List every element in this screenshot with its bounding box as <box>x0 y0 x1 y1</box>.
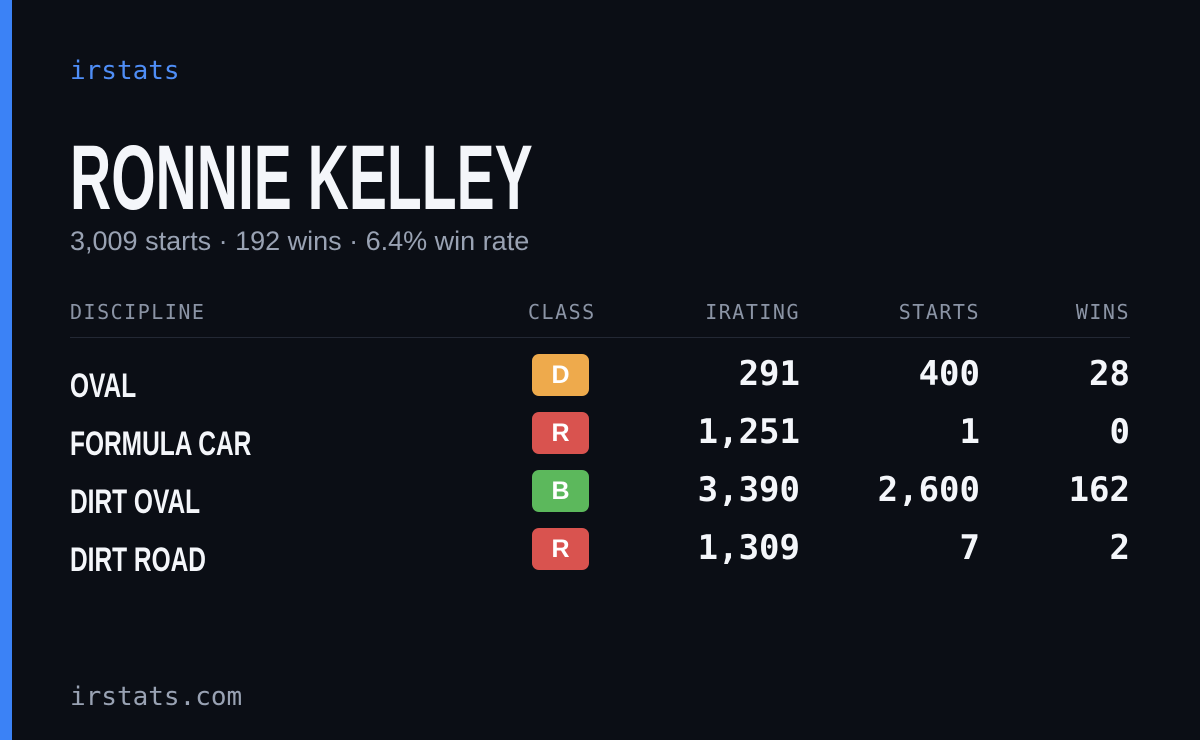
stat-value: 1,309 <box>697 528 800 568</box>
stat-value: 7 <box>959 528 980 568</box>
discipline: DIRT OVAL <box>70 483 201 521</box>
summary: 3,009 starts · 192 wins · 6.4% win rate <box>70 226 530 256</box>
stat-value: 291 <box>738 354 800 394</box>
column-header: CLASS <box>528 300 596 324</box>
column-header: WINS <box>1075 300 1130 324</box>
column-header: STARTS <box>898 300 980 324</box>
brand: irstats <box>70 56 180 86</box>
discipline: OVAL <box>70 367 137 405</box>
stat-value: 162 <box>1068 470 1130 510</box>
stat-value: 2 <box>1109 528 1130 568</box>
class-badge: B <box>532 470 589 512</box>
header-rule <box>70 337 1130 338</box>
class-badge: D <box>532 354 589 396</box>
player-name: RONNIE KELLEY <box>70 127 533 229</box>
stat-value: 400 <box>918 354 980 394</box>
discipline: FORMULA CAR <box>70 425 252 463</box>
stat-value: 1,251 <box>697 412 800 452</box>
stat-value: 1 <box>959 412 980 452</box>
column-header: DISCIPLINE <box>70 300 206 324</box>
stat-value: 28 <box>1089 354 1130 394</box>
stat-value: 2,600 <box>877 470 980 510</box>
column-header: IRATING <box>705 300 800 324</box>
discipline: DIRT ROAD <box>70 541 207 579</box>
stat-value: 0 <box>1109 412 1130 452</box>
class-badge: R <box>532 528 589 570</box>
stat-value: 3,390 <box>697 470 800 510</box>
footer-url: irstats.com <box>70 682 243 712</box>
accent-bar <box>0 0 12 740</box>
class-badge: R <box>532 412 589 454</box>
